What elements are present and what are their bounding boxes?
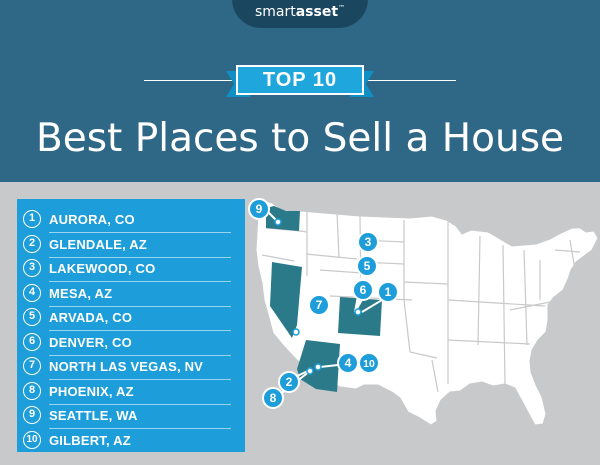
svg-text:1: 1	[385, 285, 392, 299]
marker-9: 9	[248, 198, 270, 220]
svg-text:7: 7	[316, 298, 323, 312]
list-item: 6 DENVER, CO	[17, 331, 245, 356]
state-washington	[266, 206, 300, 231]
logo-part2: asset	[295, 4, 339, 20]
svg-text:4: 4	[345, 356, 352, 370]
marker-7: 7	[308, 294, 330, 316]
us-map: 9 3 5 6 1 7 4 10 2 8	[248, 198, 599, 426]
city-dots	[274, 218, 362, 375]
rank-badge: 1	[23, 210, 41, 228]
rank-badge: 10	[23, 430, 41, 449]
map-markers: 9 3 5 6 1 7 4 10 2 8	[248, 198, 399, 409]
list-item: 1 AURORA, CO	[17, 208, 245, 233]
svg-text:5: 5	[364, 259, 371, 273]
marker-3: 3	[357, 231, 379, 253]
city-dot	[292, 328, 300, 336]
marker-5: 5	[356, 255, 378, 277]
city-dot	[306, 367, 314, 375]
header-banner: smartasset™ TOP 10 Best Places to Sell a…	[0, 0, 600, 182]
page-title: Best Places to Sell a House	[35, 116, 565, 161]
svg-text:6: 6	[360, 283, 367, 297]
rank-badge: 2	[23, 234, 41, 253]
svg-text:10: 10	[363, 358, 375, 370]
city-name: ARVADA, CO	[49, 310, 133, 325]
city-name: MESA, AZ	[49, 285, 113, 301]
city-name: GILBERT, AZ	[49, 432, 131, 448]
city-dot	[354, 308, 362, 316]
ranking-list: 1 AURORA, CO 2 GLENDALE, AZ 3 LAKEWOOD, …	[17, 199, 245, 452]
list-item: 10 GILBERT, AZ	[17, 429, 245, 453]
list-item: 5 ARVADA, CO	[17, 306, 245, 331]
marker-2: 2	[278, 371, 300, 393]
city-name: NORTH LAS VEGAS, NV	[49, 359, 204, 374]
divider-right	[350, 80, 456, 81]
rank-badge: 5	[23, 308, 41, 326]
list-item: 4 MESA, AZ	[17, 282, 245, 307]
logo-part1: smart	[254, 4, 296, 20]
svg-text:3: 3	[365, 235, 372, 249]
list-item: 2 GLENDALE, AZ	[17, 233, 245, 258]
city-name: LAKEWOOD, CO	[49, 261, 156, 276]
rank-badge: 4	[23, 283, 41, 302]
city-name: PHOENIX, AZ	[49, 383, 134, 399]
svg-text:8: 8	[270, 391, 277, 405]
rank-badge: 8	[23, 381, 41, 400]
list-item: 7 NORTH LAS VEGAS, NV	[17, 355, 245, 380]
marker-6: 6	[352, 279, 374, 301]
list-item: 9 SEATTLE, WA	[17, 404, 245, 429]
marker-4: 4	[337, 352, 359, 374]
smartasset-logo: smartasset™	[232, 0, 368, 28]
rank-badge: 9	[23, 406, 41, 424]
svg-text:2: 2	[286, 375, 293, 389]
marker-8: 8	[262, 387, 284, 409]
city-name: DENVER, CO	[49, 334, 132, 350]
city-dot	[274, 218, 282, 226]
city-name: SEATTLE, WA	[49, 408, 138, 423]
marker-1: 1	[377, 281, 399, 303]
city-name: AURORA, CO	[49, 212, 135, 227]
city-dot	[314, 363, 322, 371]
rank-badge: 3	[23, 259, 41, 277]
list-item: 3 LAKEWOOD, CO	[17, 257, 245, 282]
top10-label: TOP 10	[236, 65, 364, 95]
rank-badge: 7	[23, 357, 41, 375]
city-name: GLENDALE, AZ	[49, 236, 147, 252]
divider-left	[144, 80, 250, 81]
list-item: 8 PHOENIX, AZ	[17, 380, 245, 405]
state-nevada	[270, 262, 302, 338]
top10-ribbon: TOP 10	[226, 65, 364, 97]
svg-text:9: 9	[256, 202, 263, 216]
rank-badge: 6	[23, 332, 41, 351]
marker-10: 10	[358, 352, 380, 374]
logo-tm: ™	[338, 4, 346, 12]
